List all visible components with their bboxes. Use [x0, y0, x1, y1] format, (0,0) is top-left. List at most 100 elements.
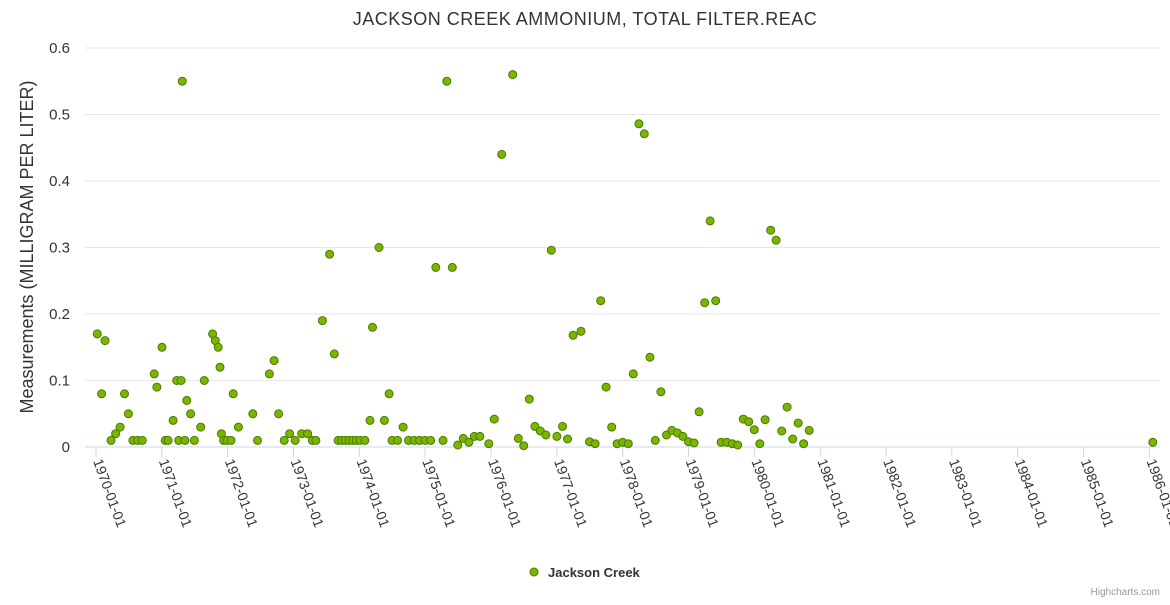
data-point[interactable]	[120, 389, 129, 399]
data-point[interactable]	[552, 431, 562, 441]
data-point[interactable]	[766, 225, 776, 235]
data-point[interactable]	[711, 296, 721, 306]
data-point[interactable]	[1148, 437, 1158, 447]
data-point[interactable]	[279, 435, 289, 445]
data-point[interactable]	[799, 439, 809, 449]
data-point[interactable]	[475, 431, 485, 441]
data-point[interactable]	[705, 216, 715, 226]
data-point[interactable]	[596, 296, 606, 306]
data-point[interactable]	[590, 439, 600, 449]
data-point[interactable]	[782, 402, 792, 412]
data-point[interactable]	[152, 382, 162, 392]
data-point[interactable]	[489, 414, 499, 424]
data-point[interactable]	[253, 435, 262, 445]
data-point[interactable]	[290, 435, 300, 445]
data-point[interactable]	[464, 437, 474, 447]
data-point[interactable]	[447, 262, 457, 272]
data-point[interactable]	[149, 369, 159, 379]
data-point[interactable]	[163, 435, 173, 445]
data-point[interactable]	[777, 426, 787, 436]
data-point[interactable]	[634, 119, 644, 129]
data-point[interactable]	[749, 425, 759, 435]
data-point[interactable]	[558, 421, 567, 431]
data-point[interactable]	[228, 389, 238, 399]
data-point[interactable]	[393, 435, 403, 445]
data-point[interactable]	[303, 429, 313, 439]
data-point[interactable]	[311, 435, 321, 445]
data-point[interactable]	[804, 425, 814, 435]
data-point[interactable]	[379, 415, 389, 425]
data-point[interactable]	[248, 409, 258, 419]
data-point[interactable]	[793, 418, 803, 428]
data-point[interactable]	[137, 435, 147, 445]
data-point[interactable]	[274, 409, 284, 419]
data-point[interactable]	[508, 70, 518, 80]
data-point[interactable]	[398, 422, 408, 432]
data-point[interactable]	[645, 352, 655, 362]
data-point[interactable]	[650, 435, 660, 445]
data-point[interactable]	[524, 394, 534, 404]
data-point[interactable]	[196, 422, 206, 432]
legend-label[interactable]: Jackson Creek	[548, 565, 641, 580]
data-point[interactable]	[115, 422, 125, 432]
data-point[interactable]	[213, 342, 223, 352]
data-point[interactable]	[325, 249, 335, 259]
data-point[interactable]	[100, 336, 110, 346]
data-point[interactable]	[157, 342, 167, 352]
data-point[interactable]	[744, 417, 754, 427]
data-point[interactable]	[368, 322, 377, 332]
data-point[interactable]	[97, 389, 107, 399]
chart-credit[interactable]: Highcharts.com	[1091, 587, 1160, 598]
data-point[interactable]	[601, 382, 611, 392]
data-point[interactable]	[628, 369, 638, 379]
data-point[interactable]	[623, 439, 633, 449]
data-point[interactable]	[186, 409, 196, 419]
data-point[interactable]	[123, 409, 133, 419]
data-point[interactable]	[106, 435, 116, 445]
data-point[interactable]	[563, 434, 572, 444]
data-point[interactable]	[215, 362, 225, 372]
data-point[interactable]	[568, 330, 578, 340]
data-point[interactable]	[453, 440, 463, 450]
data-point[interactable]	[177, 76, 187, 86]
data-point[interactable]	[689, 438, 699, 448]
data-point[interactable]	[733, 440, 743, 450]
data-point[interactable]	[771, 235, 781, 245]
data-point[interactable]	[168, 415, 178, 425]
data-point[interactable]	[365, 415, 375, 425]
data-point[interactable]	[317, 316, 327, 326]
data-point[interactable]	[233, 422, 243, 432]
data-point[interactable]	[788, 434, 798, 444]
data-point[interactable]	[484, 439, 494, 449]
data-point[interactable]	[264, 369, 274, 379]
data-point[interactable]	[513, 433, 523, 443]
data-point[interactable]	[442, 76, 452, 86]
data-point[interactable]	[519, 441, 529, 451]
data-point[interactable]	[426, 435, 436, 445]
data-point[interactable]	[226, 435, 236, 445]
data-point[interactable]	[755, 439, 765, 449]
data-point[interactable]	[700, 298, 710, 308]
legend-marker[interactable]	[529, 567, 539, 577]
data-point[interactable]	[285, 429, 295, 439]
data-point[interactable]	[576, 326, 586, 336]
data-point[interactable]	[497, 149, 507, 159]
data-point[interactable]	[694, 407, 704, 417]
data-point[interactable]	[541, 430, 551, 440]
data-point[interactable]	[92, 329, 102, 339]
data-point[interactable]	[760, 415, 770, 425]
data-point[interactable]	[269, 356, 279, 366]
data-point[interactable]	[438, 435, 448, 445]
data-point[interactable]	[431, 262, 441, 272]
data-point[interactable]	[111, 429, 121, 439]
data-point[interactable]	[607, 422, 617, 432]
data-point[interactable]	[176, 376, 186, 385]
data-point[interactable]	[189, 435, 199, 445]
data-point[interactable]	[180, 435, 190, 445]
data-point[interactable]	[639, 129, 649, 139]
data-point[interactable]	[199, 376, 209, 385]
data-point[interactable]	[360, 435, 370, 445]
data-point[interactable]	[656, 387, 666, 397]
data-point[interactable]	[384, 389, 394, 399]
data-point[interactable]	[678, 431, 688, 441]
